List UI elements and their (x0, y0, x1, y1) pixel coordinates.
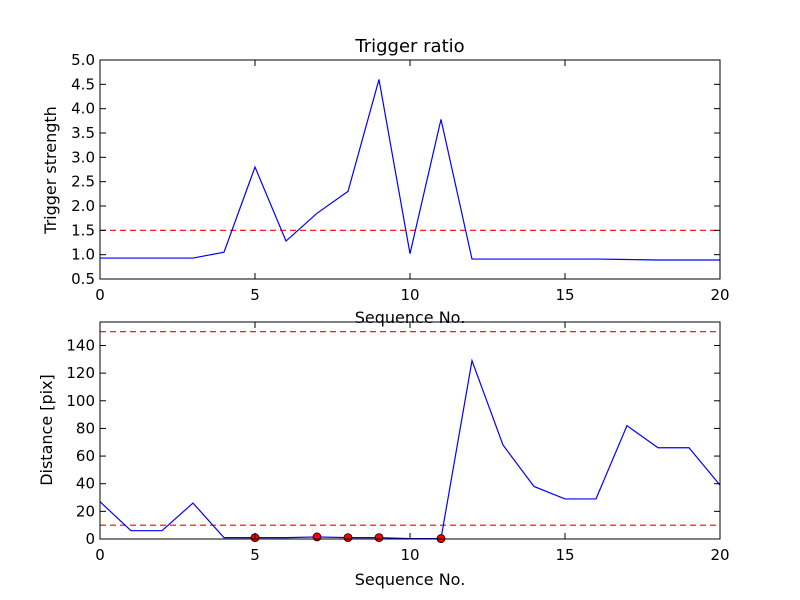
top-y-axis-label: Trigger strength (41, 106, 60, 235)
top-x-tick-label: 5 (250, 286, 260, 304)
bottom-x-tick-label: 5 (250, 546, 260, 564)
top-y-tick-label: 3.5 (71, 124, 95, 142)
bottom-y-axis-label: Distance [pix] (37, 374, 56, 486)
top-y-tick-label: 3.0 (71, 148, 95, 166)
top-x-tick-label: 0 (95, 286, 105, 304)
bottom-y-tick-label: 80 (76, 419, 95, 437)
bottom-y-tick-label: 140 (66, 336, 95, 354)
chart-title: Trigger ratio (354, 36, 464, 57)
top-x-tick-label: 20 (710, 286, 729, 304)
top-y-tick-label: 1.0 (71, 246, 95, 264)
top-y-tick-label: 2.5 (71, 173, 95, 191)
bottom-trigger-point (312, 532, 322, 542)
bottom-x-tick-label: 0 (95, 546, 105, 564)
top-y-tick-label: 5.0 (71, 51, 95, 69)
top-y-tick-label: 4.0 (71, 100, 95, 118)
bottom-x-tick-label: 15 (555, 546, 574, 564)
bottom-x-axis-label: Sequence No. (355, 570, 466, 589)
bottom-y-tick-label: 40 (76, 475, 95, 493)
top-y-tick-label: 4.5 (71, 75, 95, 93)
top-plot-marks (100, 79, 720, 261)
top-y-tick-label: 2.0 (71, 197, 95, 215)
bottom-trigger-point (343, 533, 353, 543)
bottom-y-tick-label: 60 (76, 447, 95, 465)
bottom-trigger-point (374, 533, 384, 543)
top-x-tick-label: 10 (400, 286, 419, 304)
top-y-tick-label: 1.5 (71, 221, 95, 239)
bottom-x-tick-label: 20 (710, 546, 729, 564)
bottom-y-tick-label: 100 (66, 392, 95, 410)
bottom-y-tick-label: 20 (76, 502, 95, 520)
top-axis-ticks: 0 5 10 15 20 0.5 1.0 1.5 2.0 2.5 3.0 3.5 4.0 4.5 5.0 (71, 51, 729, 304)
bottom-y-tick-label: 0 (85, 530, 95, 548)
bottom-x-tick-label: 10 (400, 546, 419, 564)
bottom-y-tick-label: 120 (66, 364, 95, 382)
top-series-line-0 (100, 79, 720, 261)
top-y-tick-label: 0.5 (71, 270, 95, 288)
top-x-tick-label: 15 (555, 286, 574, 304)
bottom-axis-ticks: 0 5 10 15 20 0 20 40 60 80 100 120 140 (66, 322, 730, 564)
